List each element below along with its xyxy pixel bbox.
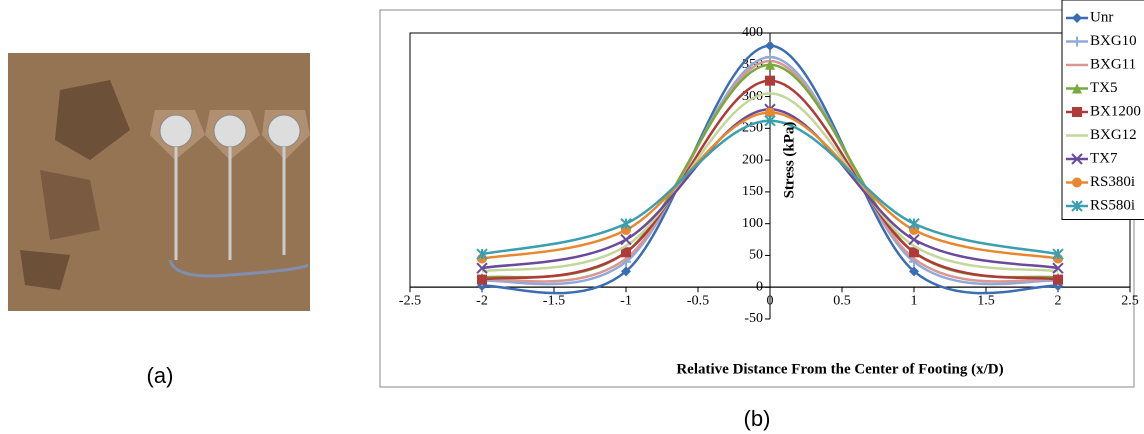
marker — [1053, 274, 1063, 285]
y-tick-label: 250 — [742, 121, 763, 136]
marker — [1072, 36, 1082, 47]
x-tick-label: -2 — [476, 293, 488, 308]
marker — [909, 247, 919, 258]
legend-label: RS580i — [1090, 197, 1135, 213]
y-tick-label: -50 — [744, 311, 763, 326]
marker — [1072, 107, 1082, 117]
marker — [476, 262, 488, 274]
marker — [1072, 13, 1082, 23]
marker — [620, 217, 632, 230]
chart-frame — [379, 9, 1135, 388]
legend: Unr BXG10 BXG11 TX5 BX1200 BXG12 TX7 RS380i RS58… — [1061, 0, 1144, 220]
y-axis-label: Stress (kPa) — [781, 122, 797, 199]
y-tick-label: 300 — [742, 89, 763, 104]
x-tick-label: 0 — [767, 293, 774, 308]
legend-label: RS380i — [1090, 174, 1135, 190]
x-tick-label: -1 — [620, 293, 632, 308]
marker — [1071, 153, 1083, 165]
caption-b: (b) — [744, 406, 771, 431]
legend-label: BXG10 — [1090, 33, 1137, 49]
marker — [1072, 83, 1082, 94]
legend-label: TX5 — [1090, 80, 1118, 96]
caption-a: (a) — [147, 363, 174, 388]
marker — [908, 233, 920, 246]
y-tick-label: 400 — [742, 25, 763, 40]
marker — [1071, 200, 1083, 212]
legend-label: TX7 — [1090, 150, 1118, 166]
series-line — [481, 92, 1059, 273]
legend-label: BX1200 — [1090, 103, 1141, 119]
marker — [909, 266, 919, 277]
y-tick-label: 0 — [756, 279, 763, 294]
marker — [765, 59, 775, 70]
x-tick-label: 1 — [911, 293, 918, 308]
x-tick-label: -0.5 — [687, 293, 709, 308]
marker — [1052, 248, 1064, 260]
y-tick-label: 50 — [749, 248, 763, 263]
x-tick-label: 2 — [1055, 293, 1062, 308]
y-tick-label: 200 — [742, 152, 763, 167]
legend-label: BXG12 — [1090, 127, 1137, 143]
legend-label: Unr — [1090, 9, 1113, 25]
marker — [621, 247, 631, 258]
x-tick-label: 2.5 — [1121, 293, 1139, 308]
marker — [1072, 177, 1082, 188]
marker — [477, 274, 487, 285]
marker — [764, 114, 776, 127]
marker — [765, 40, 775, 51]
x-tick-label: -1.5 — [543, 293, 565, 308]
marker — [765, 75, 775, 86]
x-axis-label: Relative Distance From the Center of Foo… — [676, 361, 1003, 377]
legend-label: BXG11 — [1090, 56, 1136, 72]
x-tick-label: 0.5 — [833, 293, 851, 308]
y-tick-label: 150 — [742, 184, 763, 199]
x-tick-label: -2.5 — [399, 293, 421, 308]
photo — [8, 53, 310, 311]
marker — [908, 217, 920, 230]
marker — [476, 248, 488, 260]
plot: -2.5 -2 -1.5 -1 -0.5 0 0.5 1 1.5 2 2.5 -50 0 50 100 150… — [399, 25, 1139, 326]
x-tick-label: 1.5 — [977, 293, 995, 308]
marker — [621, 266, 631, 277]
marker — [620, 233, 632, 246]
y-tick-label: 100 — [742, 216, 763, 231]
marker — [1052, 262, 1064, 274]
marker — [765, 107, 775, 118]
